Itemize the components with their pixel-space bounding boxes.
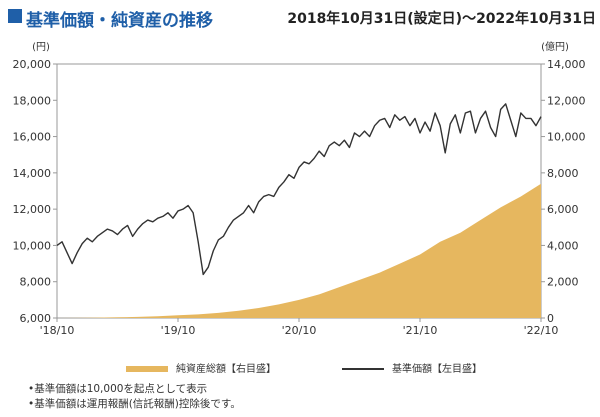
y-right-unit-label: (億円) [541,40,569,53]
chart-plot: 6,000 8,000 10,000 12,000 14,000 16,000 18,000… [13,40,586,337]
legend-item-nav: 基準価額【左目盛】 [342,360,482,375]
y-right-tick-label: 4,000 [547,239,579,252]
series-net-assets-area [57,183,541,318]
legend-swatch-line [342,368,384,370]
legend-label-nav: 基準価額【左目盛】 [392,364,482,375]
y-right-tick-label: 14,000 [547,58,586,71]
y-left-tick-label: 16,000 [13,131,52,144]
legend-item-net-assets: 純資産総額【右目盛】 [126,360,276,375]
y-right-tick-label: 12,000 [547,94,586,107]
x-tick-label: '19/10 [161,324,196,337]
y-left-unit-label: (円) [32,42,50,53]
y-left-tick-label: 12,000 [13,203,52,216]
legend-swatch-area [126,366,168,372]
footnote-item: •基準価額は運用報酬(信託報酬)控除後です。 [28,398,241,410]
footnote-item: •基準価額は10,000を起点として表示 [28,383,208,395]
y-right-tick-label: 10,000 [547,131,586,144]
y-left-tick-label: 18,000 [13,94,52,107]
chart-period: 2018年10月31日(設定日)～2022年10月31日 [287,11,596,27]
y-right-tick-label: 2,000 [547,276,579,289]
title-square-icon [8,9,22,23]
y-left-tick-label: 6,000 [20,312,52,325]
y-right-tick-label: 8,000 [547,167,579,180]
y-right-tick-label: 6,000 [547,203,579,216]
y-left-tick-label: 8,000 [20,276,52,289]
chart-title: 基準価額・純資産の推移 [26,11,213,31]
series-nav-line [56,103,542,276]
footnotes: •基準価額は10,000を起点として表示 •基準価額は運用報酬(信託報酬)控除後… [28,382,241,412]
x-tick-label: '22/10 [524,324,559,337]
y-right-tick-label: 0 [547,312,554,325]
chart-header: 基準価額・純資産の推移 2018年10月31日(設定日)～2022年10月31日 [8,6,596,31]
x-tick-label: '20/10 [282,324,317,337]
y-left-tick-label: 14,000 [13,167,52,180]
x-tick-label: '21/10 [403,324,438,337]
x-tick-label: '18/10 [40,324,75,337]
y-left-tick-label: 10,000 [13,239,52,252]
legend-label-net-assets: 純資産総額【右目盛】 [176,364,276,375]
y-left-tick-label: 20,000 [13,58,52,71]
chart-legend: 純資産総額【右目盛】 基準価額【左目盛】 [0,360,600,376]
